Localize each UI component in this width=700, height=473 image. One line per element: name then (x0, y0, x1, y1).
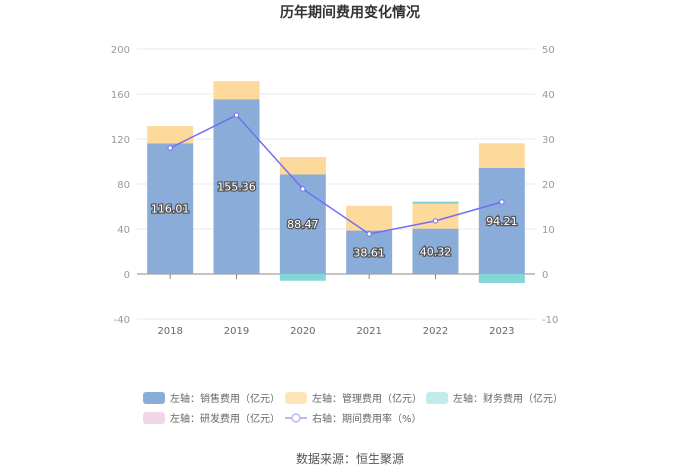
x-tick-label: 2023 (489, 326, 514, 337)
x-tick-label: 2021 (356, 326, 381, 337)
bar-data-label: 38.61 (353, 246, 385, 259)
y-left-tick: 0 (124, 270, 130, 281)
legend-admin[interactable]: 左轴：管理费用（亿元） (285, 390, 422, 405)
legend-label: 左轴：管理费用（亿元） (312, 394, 422, 405)
bar-data-label: 40.32 (420, 245, 452, 258)
legend-swatch (426, 391, 448, 404)
y-right-tick: 50 (542, 45, 555, 56)
legend-label: 左轴：销售费用（亿元） (170, 394, 280, 405)
bar-segment (478, 168, 525, 274)
bar-data-label: 116.01 (151, 203, 190, 216)
y-right-tick: -10 (542, 315, 558, 326)
rate-point (167, 145, 173, 151)
bar-segment (346, 205, 393, 231)
x-tick-label: 2022 (423, 326, 448, 337)
bar-segment (279, 157, 326, 175)
x-tick-label: 2020 (290, 326, 315, 337)
legend-finance[interactable]: 左轴：财务费用（亿元） (426, 390, 563, 405)
data-source: 数据来源：恒生聚源 (295, 452, 404, 466)
rate-point (432, 218, 439, 224)
legend-swatch (285, 391, 307, 404)
legend-label: 左轴：研发费用（亿元） (170, 414, 280, 425)
y-right-tick: 20 (542, 180, 555, 191)
rate-line (169, 114, 503, 235)
bar-segment (412, 201, 459, 204)
chart-title: 历年期间费用变化情况 (280, 5, 420, 21)
bar-data-label: 88.47 (287, 218, 319, 231)
bar-segment (147, 143, 194, 274)
bar-segment (213, 81, 260, 100)
legend-rate[interactable]: 右轴：期间费用率（%） (285, 410, 422, 425)
legend-swatch (143, 411, 165, 424)
y-left-tick: 120 (111, 135, 130, 146)
legend-line-icon (285, 412, 307, 423)
bar-segment (478, 143, 525, 169)
rate-point (233, 112, 240, 118)
y-left-tick: 80 (117, 180, 130, 191)
y-left-tick: 160 (111, 90, 130, 101)
bar-data-label: 94.21 (486, 215, 518, 228)
x-tick-label: 2019 (224, 326, 249, 337)
rate-point (366, 231, 372, 237)
bar-segment (346, 230, 393, 274)
y-right-tick: 40 (542, 90, 555, 101)
y-left-tick: 40 (117, 225, 130, 236)
bar-segment (147, 126, 194, 144)
bar-segment (279, 274, 326, 281)
bar-data-label: 155.36 (217, 181, 256, 194)
rate-point (300, 186, 306, 192)
bar-segment (412, 228, 459, 274)
bar-segment (213, 99, 260, 274)
x-tick-label: 2018 (157, 326, 182, 337)
legend-rd[interactable]: 左轴：研发费用（亿元） (143, 410, 280, 425)
legend-label: 左轴：财务费用（亿元） (453, 394, 563, 405)
y-left-tick: 200 (111, 45, 130, 56)
y-right-tick: 30 (542, 135, 555, 146)
rate-point (499, 199, 505, 205)
legend-label: 右轴：期间费用率（%） (312, 414, 422, 425)
legend-sales[interactable]: 左轴：销售费用（亿元） (143, 390, 280, 405)
y-right-tick: 0 (542, 270, 548, 281)
y-right-tick: 10 (542, 225, 555, 236)
legend-swatch (143, 391, 165, 404)
y-left-tick: -40 (114, 315, 130, 326)
bar-segment (478, 274, 525, 283)
